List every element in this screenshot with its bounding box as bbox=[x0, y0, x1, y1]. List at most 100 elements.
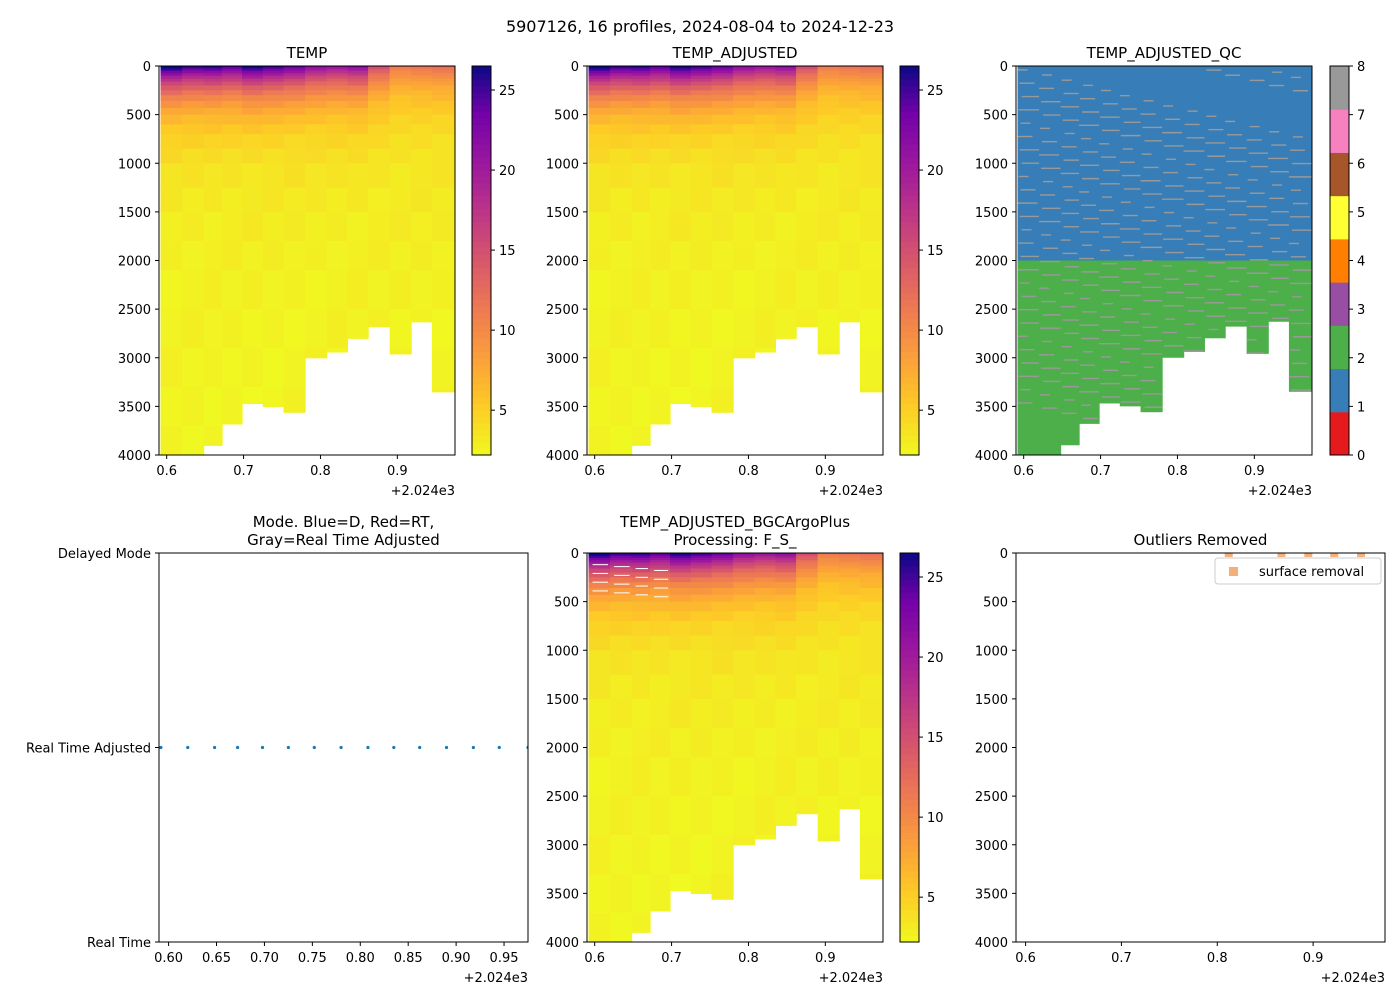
heat-cell bbox=[754, 70, 776, 74]
colorbar-segment bbox=[900, 689, 919, 697]
heat-cell bbox=[796, 107, 819, 116]
heat-cell bbox=[650, 73, 671, 77]
heat-cell bbox=[431, 211, 455, 242]
heat-cell bbox=[650, 594, 671, 603]
heat-cell bbox=[326, 81, 348, 87]
heat-cell bbox=[650, 554, 671, 557]
heat-cell bbox=[754, 611, 776, 622]
heat-cell bbox=[182, 70, 205, 74]
heat-cell bbox=[650, 601, 671, 612]
heat-cell bbox=[754, 594, 776, 603]
heat-cell bbox=[631, 912, 651, 933]
colorbar-segment bbox=[900, 734, 919, 742]
heat-cell bbox=[839, 565, 861, 570]
heat-cell bbox=[859, 107, 883, 116]
colorbar-segment bbox=[1330, 109, 1349, 153]
heat-cell bbox=[182, 73, 205, 77]
heat-cell bbox=[610, 560, 633, 564]
colorbar-segment bbox=[900, 247, 919, 255]
heat-cell bbox=[160, 425, 183, 455]
heat-cell bbox=[859, 588, 883, 596]
colorbar-tick-label: 20 bbox=[927, 651, 944, 666]
colorbar-segment bbox=[900, 331, 919, 339]
heat-cell bbox=[262, 107, 285, 116]
heat-cell bbox=[670, 85, 692, 91]
heat-cell bbox=[588, 124, 611, 135]
y-tick-label: 2500 bbox=[118, 303, 151, 318]
heat-cell bbox=[859, 594, 883, 603]
heat-cell bbox=[368, 134, 391, 150]
heat-cell bbox=[711, 70, 734, 74]
heat-cell bbox=[631, 698, 651, 729]
heat-cell bbox=[588, 560, 611, 564]
heat-cell bbox=[262, 66, 285, 69]
heat-cell bbox=[733, 211, 756, 242]
heat-cell bbox=[305, 134, 328, 150]
heat-cell bbox=[431, 85, 455, 91]
heat-cell bbox=[670, 594, 692, 603]
colorbar-segment bbox=[900, 66, 919, 74]
colorbar-segment bbox=[472, 254, 491, 262]
heat-cell bbox=[588, 555, 611, 559]
colorbar-segment bbox=[472, 344, 491, 352]
heat-cell bbox=[588, 650, 611, 676]
colorbar-segment bbox=[900, 669, 919, 677]
heat-cell bbox=[670, 796, 692, 836]
colorbar-segment bbox=[900, 857, 919, 865]
heat-cell bbox=[588, 621, 611, 637]
colorbar-segment bbox=[900, 435, 919, 443]
heat-cell bbox=[160, 348, 183, 388]
heat-cell bbox=[711, 611, 734, 622]
heat-cell bbox=[775, 148, 797, 164]
heat-cell bbox=[347, 148, 369, 164]
heat-cell bbox=[305, 211, 328, 242]
heat-cell bbox=[690, 107, 713, 116]
y-tick-label: 1000 bbox=[546, 157, 579, 172]
heat-cell bbox=[754, 124, 776, 135]
colorbar-segment bbox=[900, 559, 919, 567]
heat-cell bbox=[670, 568, 692, 574]
heat-cell bbox=[754, 555, 776, 559]
colorbar-segment bbox=[900, 279, 919, 288]
x-tick-label: 0.6 bbox=[584, 464, 605, 479]
heat-cell bbox=[588, 134, 611, 150]
heat-cell bbox=[670, 621, 692, 637]
heat-cell bbox=[796, 70, 819, 74]
heat-cell bbox=[670, 68, 692, 72]
heat-cell bbox=[222, 134, 243, 150]
colorbar-segment bbox=[900, 221, 919, 229]
heat-cell bbox=[182, 425, 205, 455]
heat-cell bbox=[431, 101, 455, 109]
heat-cell bbox=[610, 73, 633, 77]
colorbar-tick-label: 5 bbox=[927, 891, 935, 906]
heat-cell bbox=[305, 148, 328, 164]
heat-cell bbox=[690, 611, 713, 622]
heat-cell bbox=[796, 114, 819, 125]
heat-cell bbox=[711, 101, 734, 109]
colorbar-segment bbox=[472, 189, 491, 197]
colorbar-segment bbox=[900, 598, 919, 606]
colorbar-segment bbox=[900, 929, 919, 937]
heat-cell bbox=[631, 386, 651, 427]
colorbar-segment bbox=[900, 741, 919, 749]
heat-cell bbox=[775, 582, 797, 589]
profile-column bbox=[650, 553, 671, 912]
heat-cell bbox=[733, 728, 756, 758]
heat-cell bbox=[631, 757, 651, 797]
heat-cell bbox=[242, 73, 264, 77]
heat-cell bbox=[262, 70, 285, 74]
heat-cell bbox=[690, 68, 713, 72]
heat-cell bbox=[670, 698, 692, 729]
heat-cell bbox=[326, 187, 348, 213]
subplot-title: Processing: F_S_ bbox=[673, 531, 797, 550]
heat-cell bbox=[262, 95, 285, 102]
heat-cell bbox=[839, 557, 861, 561]
heat-cell bbox=[839, 728, 861, 758]
x-tick-label: 0.9 bbox=[387, 464, 408, 479]
y-tick-label: 3500 bbox=[975, 887, 1008, 902]
heat-cell bbox=[775, 95, 797, 102]
colorbar-segment bbox=[472, 143, 491, 151]
heat-cell bbox=[631, 728, 651, 758]
qc-cell-flag2 bbox=[1225, 260, 1248, 327]
x-tick-label: 0.7 bbox=[1111, 951, 1132, 966]
